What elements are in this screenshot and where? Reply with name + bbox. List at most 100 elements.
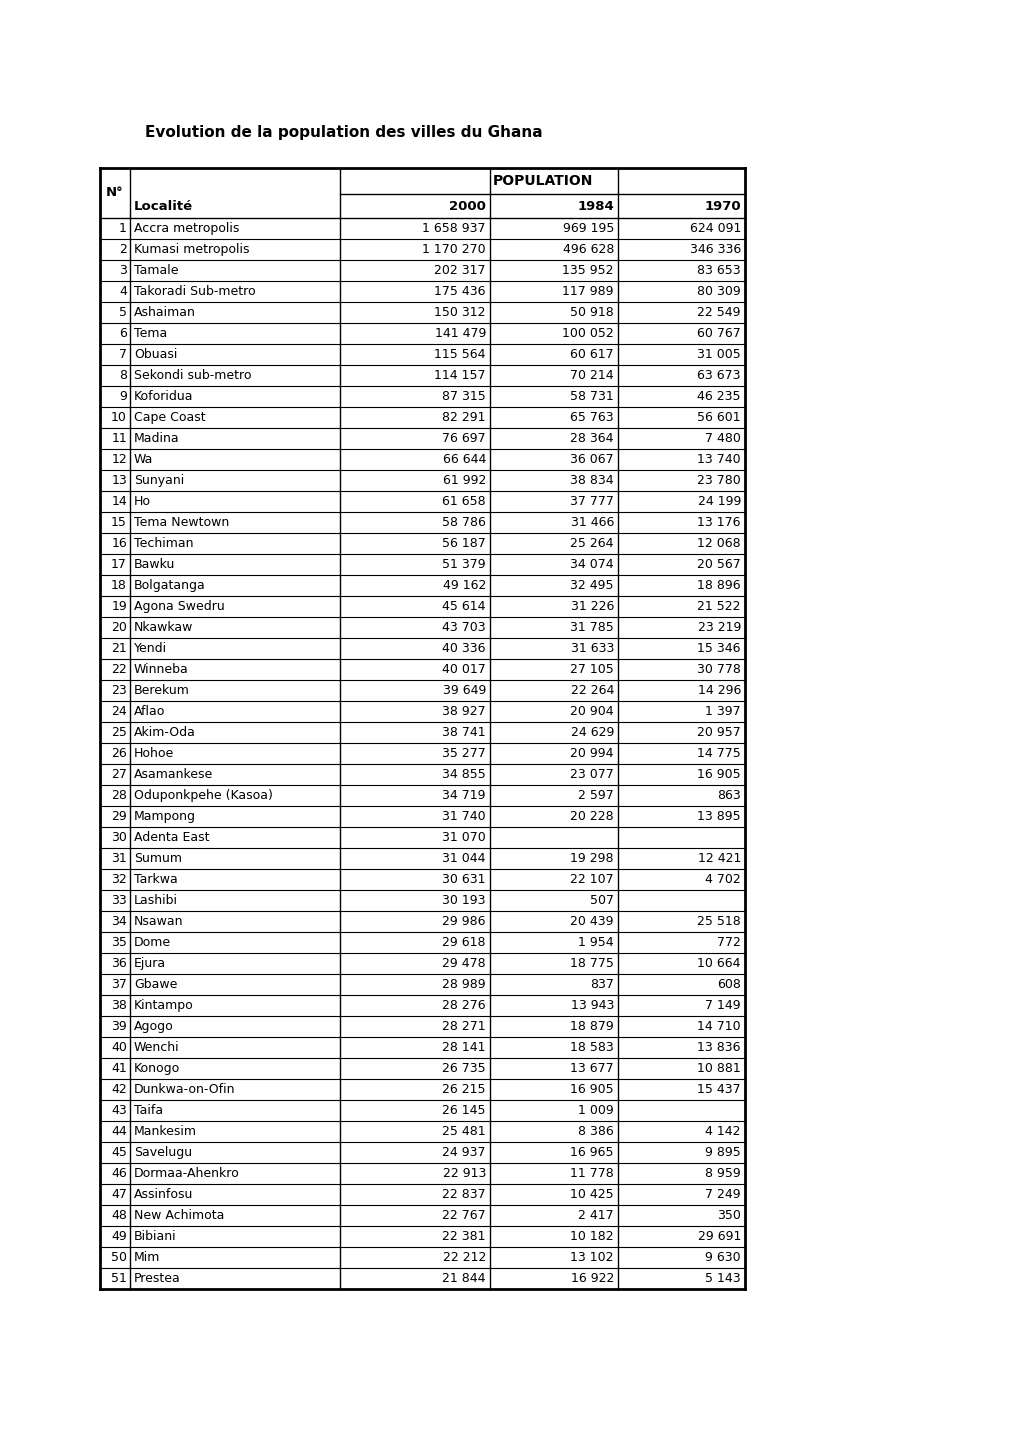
Text: Mampong: Mampong bbox=[133, 810, 196, 823]
Text: 19 298: 19 298 bbox=[570, 852, 613, 865]
Text: Dunkwa-on-Ofin: Dunkwa-on-Ofin bbox=[133, 1083, 235, 1096]
Text: 141 479: 141 479 bbox=[434, 327, 485, 340]
Text: 34 855: 34 855 bbox=[442, 769, 485, 782]
Text: Evolution de la population des villes du Ghana: Evolution de la population des villes du… bbox=[145, 125, 542, 140]
Text: Kintampo: Kintampo bbox=[133, 999, 194, 1012]
Text: 42: 42 bbox=[111, 1083, 127, 1096]
Text: 34: 34 bbox=[111, 916, 127, 929]
Text: 31 633: 31 633 bbox=[570, 642, 613, 655]
Text: 2000: 2000 bbox=[448, 199, 485, 212]
Text: 2 597: 2 597 bbox=[578, 789, 613, 802]
Text: POPULATION: POPULATION bbox=[492, 174, 592, 187]
Text: 9 630: 9 630 bbox=[705, 1252, 740, 1265]
Text: 1: 1 bbox=[119, 222, 127, 235]
Text: 8 386: 8 386 bbox=[578, 1125, 613, 1138]
Text: 20 228: 20 228 bbox=[570, 810, 613, 823]
Text: 23 219: 23 219 bbox=[697, 622, 740, 634]
Text: 26: 26 bbox=[111, 747, 127, 760]
Text: 20: 20 bbox=[111, 622, 127, 634]
Text: 837: 837 bbox=[590, 978, 613, 991]
Text: Bawku: Bawku bbox=[133, 558, 175, 571]
Text: 16 905: 16 905 bbox=[570, 1083, 613, 1096]
Text: 100 052: 100 052 bbox=[561, 327, 613, 340]
Text: Tema: Tema bbox=[133, 327, 167, 340]
Text: 29 618: 29 618 bbox=[442, 936, 485, 949]
Text: 16: 16 bbox=[111, 536, 127, 549]
Text: 1 397: 1 397 bbox=[705, 705, 740, 718]
Text: 772: 772 bbox=[716, 936, 740, 949]
Text: New Achimota: New Achimota bbox=[133, 1208, 224, 1221]
Text: 8: 8 bbox=[119, 369, 127, 382]
Text: 15: 15 bbox=[111, 516, 127, 529]
Text: 29 986: 29 986 bbox=[442, 916, 485, 929]
Text: 31 466: 31 466 bbox=[570, 516, 613, 529]
Text: Mim: Mim bbox=[133, 1252, 160, 1265]
Text: Sunyani: Sunyani bbox=[133, 474, 184, 487]
Text: 22 212: 22 212 bbox=[442, 1252, 485, 1265]
Text: 37: 37 bbox=[111, 978, 127, 991]
Text: 10 664: 10 664 bbox=[697, 957, 740, 970]
Text: 27: 27 bbox=[111, 769, 127, 782]
Text: 4 702: 4 702 bbox=[704, 872, 740, 885]
Text: Savelugu: Savelugu bbox=[133, 1146, 192, 1159]
Text: 30 631: 30 631 bbox=[442, 872, 485, 885]
Text: 38 834: 38 834 bbox=[570, 474, 613, 487]
Text: 36 067: 36 067 bbox=[570, 453, 613, 466]
Text: 80 309: 80 309 bbox=[697, 286, 740, 298]
Text: Asamankese: Asamankese bbox=[133, 769, 213, 782]
Text: N°: N° bbox=[106, 186, 123, 199]
Text: 61 658: 61 658 bbox=[442, 495, 485, 508]
Text: 31 740: 31 740 bbox=[442, 810, 485, 823]
Text: 175 436: 175 436 bbox=[434, 286, 485, 298]
Text: 18 583: 18 583 bbox=[570, 1041, 613, 1054]
Text: 22 549: 22 549 bbox=[697, 306, 740, 319]
Text: 27 105: 27 105 bbox=[570, 663, 613, 676]
Text: Bibiani: Bibiani bbox=[133, 1230, 176, 1243]
Text: Ho: Ho bbox=[133, 495, 151, 508]
Text: 58 731: 58 731 bbox=[570, 389, 613, 402]
Text: 23 077: 23 077 bbox=[570, 769, 613, 782]
Text: 43 703: 43 703 bbox=[442, 622, 485, 634]
Text: 28 364: 28 364 bbox=[570, 433, 613, 446]
Text: 17: 17 bbox=[111, 558, 127, 571]
Text: 150 312: 150 312 bbox=[434, 306, 485, 319]
Text: 31: 31 bbox=[111, 852, 127, 865]
Text: Assinfosu: Assinfosu bbox=[133, 1188, 194, 1201]
Text: 38: 38 bbox=[111, 999, 127, 1012]
Text: Nkawkaw: Nkawkaw bbox=[133, 622, 194, 634]
Text: 24: 24 bbox=[111, 705, 127, 718]
Text: 32: 32 bbox=[111, 872, 127, 885]
Text: 44: 44 bbox=[111, 1125, 127, 1138]
Text: 350: 350 bbox=[716, 1208, 740, 1221]
Text: 31 226: 31 226 bbox=[570, 600, 613, 613]
Text: 14 710: 14 710 bbox=[697, 1019, 740, 1032]
Text: 87 315: 87 315 bbox=[442, 389, 485, 402]
Text: Winneba: Winneba bbox=[133, 663, 189, 676]
Text: 24 199: 24 199 bbox=[697, 495, 740, 508]
Text: 6: 6 bbox=[119, 327, 127, 340]
Text: Ejura: Ejura bbox=[133, 957, 166, 970]
Text: 13: 13 bbox=[111, 474, 127, 487]
Text: 34 719: 34 719 bbox=[442, 789, 485, 802]
Text: 12: 12 bbox=[111, 453, 127, 466]
Text: Tema Newtown: Tema Newtown bbox=[133, 516, 229, 529]
Text: Madina: Madina bbox=[133, 433, 179, 446]
Text: 13 677: 13 677 bbox=[570, 1061, 613, 1074]
Text: 36: 36 bbox=[111, 957, 127, 970]
Text: Taifa: Taifa bbox=[133, 1105, 163, 1118]
Text: 60 767: 60 767 bbox=[697, 327, 740, 340]
Text: 45: 45 bbox=[111, 1146, 127, 1159]
Text: 43: 43 bbox=[111, 1105, 127, 1118]
Text: 38 927: 38 927 bbox=[442, 705, 485, 718]
Text: 863: 863 bbox=[716, 789, 740, 802]
Text: 28 989: 28 989 bbox=[442, 978, 485, 991]
Text: 12 421: 12 421 bbox=[697, 852, 740, 865]
Text: Cape Coast: Cape Coast bbox=[133, 411, 206, 424]
Text: 3: 3 bbox=[119, 264, 127, 277]
Text: 10: 10 bbox=[111, 411, 127, 424]
Text: 1 954: 1 954 bbox=[578, 936, 613, 949]
Text: 10 881: 10 881 bbox=[697, 1061, 740, 1074]
Text: 56 187: 56 187 bbox=[442, 536, 485, 549]
Text: 63 673: 63 673 bbox=[697, 369, 740, 382]
Text: 49: 49 bbox=[111, 1230, 127, 1243]
